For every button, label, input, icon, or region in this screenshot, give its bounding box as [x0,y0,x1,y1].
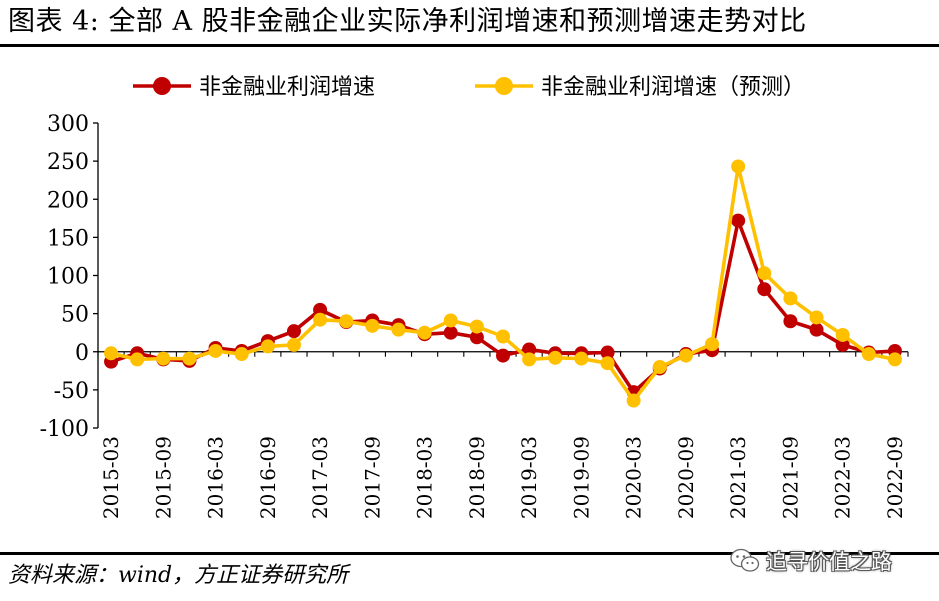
legend-marker [495,77,513,95]
data-point-forecast [443,313,458,328]
footer-divider [0,552,939,555]
x-tick-label: 2021-03 [726,436,750,519]
x-tick-label: 2020-09 [674,436,698,519]
data-point-forecast [705,337,720,352]
y-tick-label: -50 [54,379,89,404]
data-point-forecast [783,291,798,306]
data-point-forecast [809,310,824,325]
legend: 非金融业利润增速 非金融业利润增速（预测） [133,75,805,100]
series-layer [104,159,902,408]
y-tick-label: 100 [47,265,89,290]
x-tick-label: 2017-03 [308,436,332,519]
data-point-actual [496,348,510,363]
data-point-forecast [313,312,328,327]
data-point-forecast [496,329,510,344]
data-point-actual [757,282,772,297]
x-tick-label: 2016-03 [204,436,228,519]
data-point-forecast [234,347,249,362]
data-point-forecast [678,348,693,363]
data-point-actual [809,322,824,337]
data-point-forecast [156,351,171,366]
data-point-forecast [469,319,484,334]
data-point-forecast [417,325,432,340]
y-tick-label: 150 [47,226,89,251]
data-point-forecast [574,351,589,366]
data-point-forecast [208,343,223,358]
data-point-forecast [339,314,354,329]
source-note: 资料来源：wind，方正证券研究所 [8,563,349,588]
data-point-actual [443,325,458,340]
data-point-actual [522,342,537,357]
data-point-forecast [286,337,301,352]
x-tick-label: 2017-09 [360,436,384,519]
data-point-forecast [887,352,902,367]
data-point-forecast [104,346,119,361]
data-point-forecast [182,351,197,366]
data-point-forecast [365,318,380,333]
watermark-text: 追寻价值之路 [766,550,892,574]
wechat-icon [730,548,760,572]
y-tick-label: -100 [40,417,89,442]
data-point-actual [783,314,798,329]
axes: -100 -50 0 50 100 150 200 250 300 2015-03 2015-09 2… [40,112,909,519]
data-point-forecast [130,352,145,367]
y-tick-label: 250 [47,150,89,175]
figure-title: 图表 4: 全部 A 股非金融企业实际净利润增速和预测增速走势对比 [8,6,807,37]
y-tick-label: 50 [61,303,89,328]
title-divider [0,44,939,47]
data-point-forecast [835,327,850,342]
x-tick-label: 2016-09 [256,436,280,519]
x-tick-label: 2019-09 [569,436,593,519]
watermark: 追寻价值之路 [730,546,892,576]
data-point-forecast [522,352,537,367]
data-point-actual [731,213,746,228]
x-tick-label: 2021-09 [778,436,802,519]
x-tick-label: 2019-03 [517,436,541,519]
y-tick-label: 0 [75,341,89,366]
x-tick-label: 2020-03 [622,436,646,519]
data-point-actual [286,324,301,339]
data-point-forecast [861,347,876,362]
x-tick-label: 2015-09 [151,436,175,519]
data-point-actual [600,345,615,360]
series-line-actual [110,218,896,394]
x-tick-label: 2018-03 [413,436,437,519]
data-point-forecast [391,322,406,337]
x-tick-label: 2022-03 [831,436,855,519]
data-point-forecast [626,393,641,408]
y-tick-label: 200 [47,188,89,213]
series-line-forecast [110,164,896,403]
legend-marker [153,77,171,95]
data-point-forecast [260,339,275,354]
x-tick-label: 2015-03 [99,436,123,519]
legend-label: 非金融业利润增速（预测） [541,75,805,100]
data-point-forecast [757,266,772,281]
data-point-forecast [731,159,746,174]
data-point-actual [469,330,484,345]
y-tick-label: 300 [47,112,89,137]
data-point-actual [835,337,850,352]
data-point-forecast [548,350,563,365]
x-tick-label: 2022-09 [883,436,907,519]
data-point-actual [313,302,328,317]
x-tick-label: 2018-09 [465,436,489,519]
data-point-forecast [652,360,667,374]
legend-label: 非金融业利润增速 [199,75,375,100]
data-point-forecast [600,356,615,371]
